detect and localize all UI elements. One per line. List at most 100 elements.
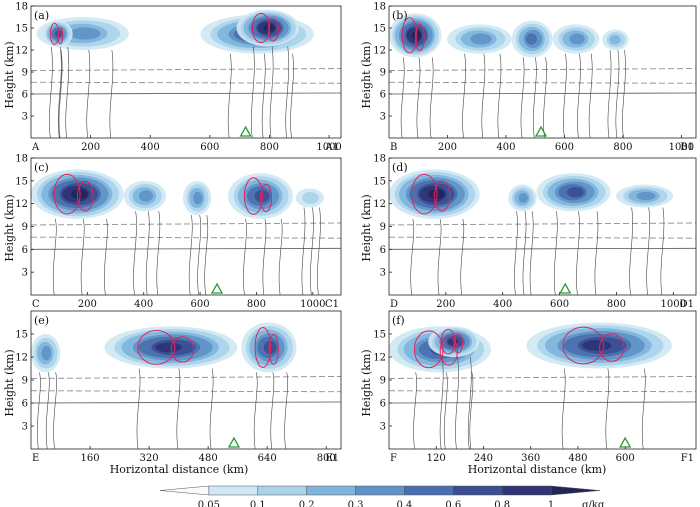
x-tick-label: 600 xyxy=(191,299,210,310)
contour-line xyxy=(49,47,53,138)
x-tick-label: 1000 xyxy=(300,299,325,310)
y-tick-label: 12 xyxy=(15,46,28,57)
y-tick-label: 3 xyxy=(380,422,386,433)
colorbar-bin xyxy=(453,485,503,496)
x-tick-label: 1000 xyxy=(661,299,686,310)
red-contour xyxy=(77,180,94,212)
y-tick-label: 12 xyxy=(15,199,28,210)
qi-contour-1-4 xyxy=(470,33,492,45)
y-tick-label: 18 xyxy=(15,154,28,165)
red-contour xyxy=(401,17,418,54)
contour-line xyxy=(58,49,63,138)
qi-contour-3-6 xyxy=(254,189,270,203)
red-contour xyxy=(268,333,279,365)
red-contour xyxy=(439,337,458,366)
qi-contour-1-4 xyxy=(518,193,528,203)
x-tick-label: 320 xyxy=(140,453,159,464)
contour-line xyxy=(641,368,646,449)
contour-line xyxy=(514,211,518,295)
red-contour xyxy=(414,23,425,52)
colorbar-bin xyxy=(404,485,454,496)
contour-line xyxy=(188,215,193,295)
colorbar-label: 0.05 xyxy=(198,500,220,507)
y-tick-label: 18 xyxy=(373,2,386,13)
x-tick-label: 400 xyxy=(141,142,160,153)
contour-line xyxy=(204,215,209,295)
contour-line xyxy=(439,356,444,449)
mixing-ratio-field xyxy=(389,13,696,138)
contour-line xyxy=(317,207,321,295)
red-contour xyxy=(599,333,625,362)
panel-5: 3 6 9 12 15 120 240 360 480 600 F F1 (f) xyxy=(373,310,697,464)
qi-contour-0-4 xyxy=(41,346,52,361)
contour-line xyxy=(522,211,527,295)
contour-line xyxy=(269,46,274,138)
section-start-label: E xyxy=(32,453,39,464)
contour-line xyxy=(285,46,290,138)
section-end-label: E1 xyxy=(325,453,339,464)
contour-line xyxy=(53,372,57,449)
section-end-label: F1 xyxy=(681,453,694,464)
red-contour xyxy=(170,336,195,363)
panel-label: (c) xyxy=(34,161,49,174)
colorbar-label: 0.4 xyxy=(396,500,412,507)
qi-contour-3-4 xyxy=(636,191,656,201)
isotherm-line xyxy=(31,68,341,71)
y-axis-title-row1b: Height (km) xyxy=(360,41,373,108)
contour-line xyxy=(588,53,593,138)
x-tick-label: 1000 xyxy=(669,142,694,153)
qi-contour-1-4 xyxy=(138,190,154,202)
y-tick-label: 3 xyxy=(22,112,28,123)
radar-site-triangle xyxy=(559,282,572,294)
x-tick-label: 640 xyxy=(258,453,277,464)
panel-label: (e) xyxy=(34,314,49,327)
contour-line xyxy=(646,207,651,295)
isotherm-line xyxy=(31,376,341,379)
contour-line xyxy=(467,356,472,449)
radar-site-triangle xyxy=(239,125,252,137)
y-tick-label: 3 xyxy=(22,422,28,433)
contour-line xyxy=(443,372,448,449)
panel-3: 3 6 9 12 15 18 200 400 600 800 1000 D D1 (d) xyxy=(373,154,697,310)
contour-line xyxy=(462,53,466,138)
contour-line xyxy=(133,211,137,295)
x-tick-label: 480 xyxy=(199,453,218,464)
colorbar-bin xyxy=(550,485,601,496)
qi-contour-2-4 xyxy=(193,191,203,205)
x-tick-label: 400 xyxy=(493,299,512,310)
contour-line xyxy=(469,372,474,449)
x-axis-title-right: Horizontal distance (km) xyxy=(468,463,607,476)
freezing-level-line xyxy=(31,247,341,250)
contour-line xyxy=(197,215,202,295)
mixing-ratio-field xyxy=(31,169,341,295)
x-tick-label: 360 xyxy=(521,453,540,464)
contour-line xyxy=(310,207,314,295)
section-start-label: D xyxy=(390,299,398,310)
x-tick-label: 600 xyxy=(550,299,569,310)
y-axis-title-row2: Height (km) xyxy=(3,194,16,261)
section-start-label: A xyxy=(31,142,40,153)
x-tick-label: 1000 xyxy=(316,142,341,153)
colorbar-bin xyxy=(355,485,405,496)
contour-line xyxy=(629,207,633,295)
section-end-label: D1 xyxy=(680,299,694,310)
contour-line xyxy=(437,218,442,295)
contour-line xyxy=(270,372,275,449)
y-axis-title-row3b: Height (km) xyxy=(360,349,373,416)
qi-contour-1-7 xyxy=(155,342,182,353)
y-tick-label: 9 xyxy=(22,376,28,387)
colorbar: 0.05 0.1 0.2 0.3 0.4 0.6 0.8 1 g/kg xyxy=(159,485,605,507)
x-tick-label: 120 xyxy=(427,453,446,464)
contour-line xyxy=(543,57,547,138)
y-tick-label: 18 xyxy=(373,154,386,165)
y-tick-label: 6 xyxy=(22,90,28,101)
y-tick-label: 12 xyxy=(15,353,28,364)
contour-line xyxy=(57,47,62,138)
contour-line xyxy=(622,49,626,138)
contour-line xyxy=(278,218,283,295)
section-start-label: C xyxy=(32,299,40,310)
x-tick-label: 400 xyxy=(496,142,515,153)
panels: 3 6 9 12 15 18 200 400 600 800 1000 A A1 (a) 3 6 9 12 15 18… xyxy=(15,2,697,464)
red-contour xyxy=(57,27,64,45)
